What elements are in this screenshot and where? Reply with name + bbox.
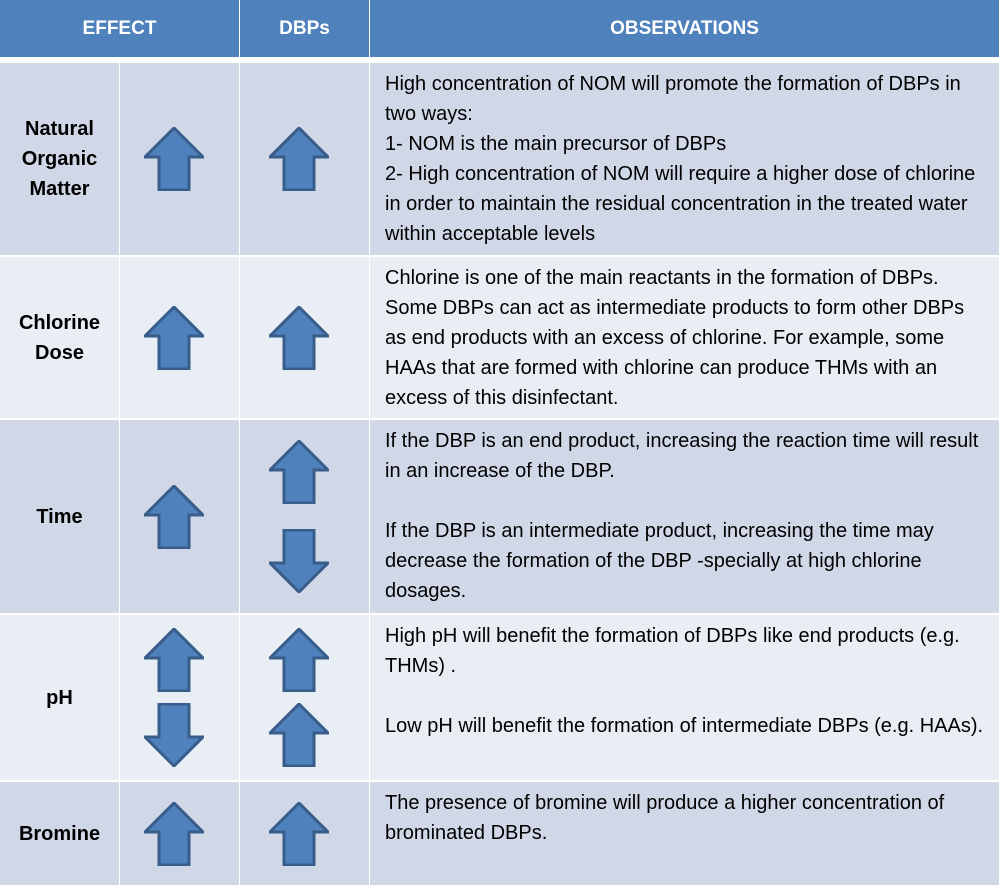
row-label-text: Bromine bbox=[18, 822, 101, 845]
arrow-up-icon bbox=[269, 702, 329, 767]
header-dbps: DBPs bbox=[240, 0, 369, 57]
row-label: Time bbox=[0, 420, 119, 613]
arrow-down-icon bbox=[144, 702, 204, 767]
row-label-text: Chlorine Dose bbox=[18, 311, 101, 364]
arrow-up-icon bbox=[144, 305, 204, 370]
row-label: Bromine bbox=[0, 782, 119, 885]
row-label: Chlorine Dose bbox=[0, 257, 119, 418]
arrow-up-icon bbox=[269, 305, 329, 370]
row-label: Natural Organic Matter bbox=[0, 63, 119, 255]
observation-cell: High concentration of NOM will promote t… bbox=[370, 63, 999, 255]
arrow-up-icon bbox=[144, 628, 204, 693]
row-label-text: pH bbox=[46, 686, 73, 709]
arrow-down-icon bbox=[269, 528, 329, 593]
arrow-up-icon bbox=[144, 484, 204, 549]
observation-cell: Chlorine is one of the main reactants in… bbox=[370, 257, 999, 418]
arrow-up-icon bbox=[144, 801, 204, 866]
header-observations: OBSERVATIONS bbox=[370, 0, 999, 57]
row-label-text: Time bbox=[36, 505, 83, 528]
observation-cell: If the DBP is an end product, increasing… bbox=[370, 420, 999, 613]
arrow-up-icon bbox=[269, 440, 329, 505]
arrow-up-icon bbox=[269, 127, 329, 191]
arrow-up-icon bbox=[144, 127, 204, 191]
arrow-up-icon bbox=[269, 628, 329, 693]
observation-cell: High pH will benefit the formation of DB… bbox=[370, 615, 999, 780]
header-effect: EFFECT bbox=[0, 0, 239, 57]
row-label: pH bbox=[0, 615, 119, 780]
arrow-up-icon bbox=[269, 801, 329, 866]
row-label-text: Natural Organic Matter bbox=[21, 118, 98, 200]
observation-cell: The presence of bromine will produce a h… bbox=[370, 782, 999, 885]
